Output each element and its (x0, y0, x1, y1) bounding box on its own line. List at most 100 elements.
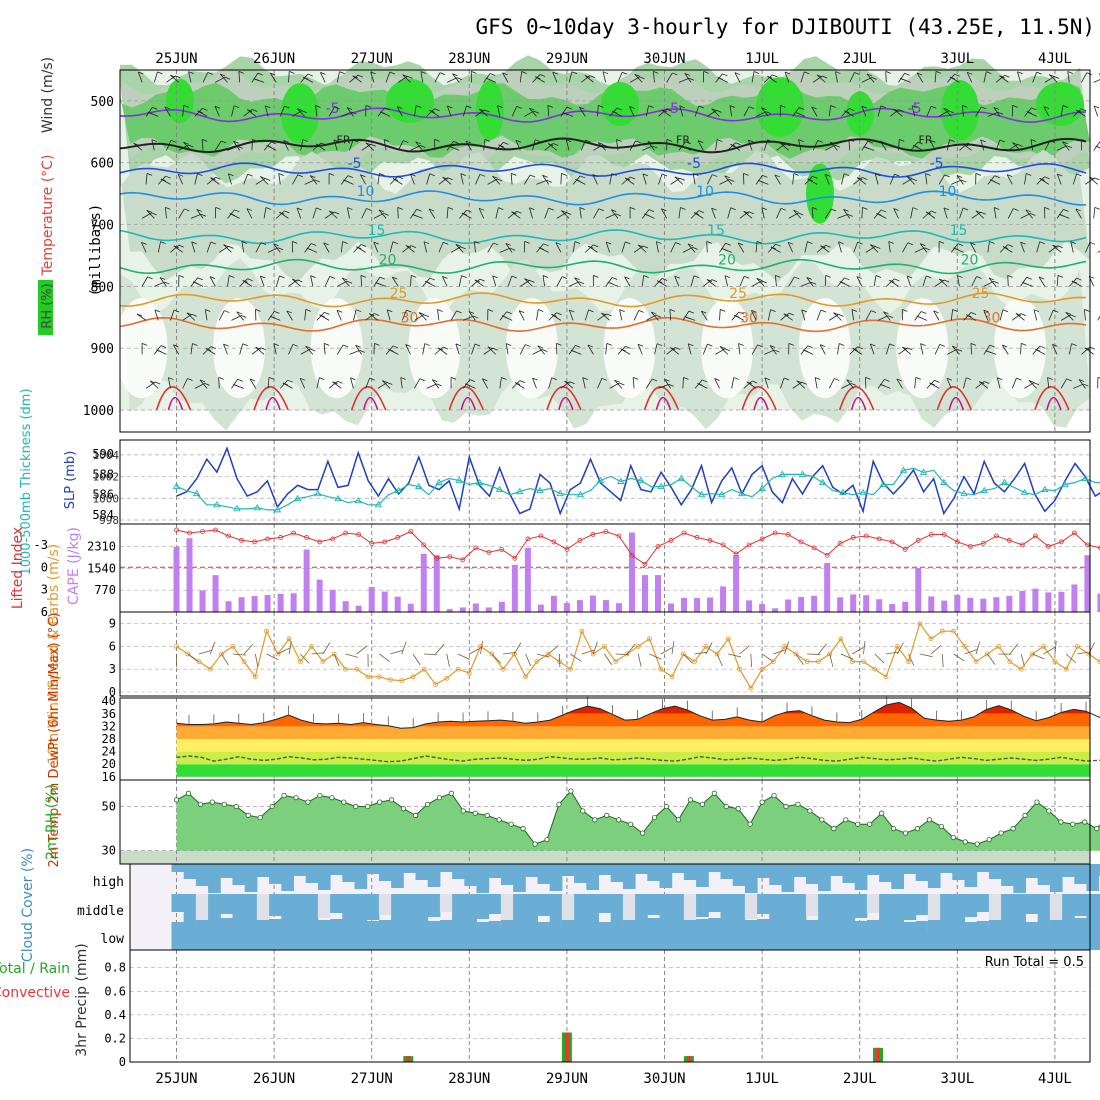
wind-barb (922, 210, 932, 219)
wind-barb-10m (345, 653, 359, 658)
wind-barb-flag (342, 241, 348, 244)
wind-barb (186, 312, 196, 321)
rh-point (735, 806, 741, 812)
temp-tick: 24 (102, 745, 116, 759)
wind-barb (1006, 174, 1013, 185)
wind-barb-flag (767, 139, 773, 143)
wind-barb (776, 208, 782, 219)
wind-barb-flag (233, 140, 239, 144)
wind-barb (141, 242, 147, 253)
wind-barb (255, 242, 262, 253)
pressure-tick-label: 600 (91, 157, 114, 172)
wind-barb-flag (863, 146, 869, 149)
wind-barb-flag (806, 276, 812, 280)
rh-point (663, 803, 670, 810)
wind-barb (324, 276, 331, 287)
wind-barb (405, 344, 411, 355)
cloud-middle (842, 894, 856, 923)
wind-barb-flag (857, 177, 863, 180)
wind-barb-flag (205, 309, 211, 312)
wind-barb-flag (651, 378, 658, 382)
wind-barb-flag (215, 206, 221, 210)
wind-barb-flag (186, 312, 192, 316)
wind-barb-flag (1057, 173, 1063, 177)
wind-barb-flag (1012, 142, 1018, 146)
rh-point (759, 799, 765, 805)
wind-barb (259, 275, 265, 287)
wind-speed-point (996, 644, 1001, 649)
wind-barb-flag (359, 350, 365, 353)
cloud-high (439, 864, 453, 872)
wind-barb-flag (542, 174, 548, 178)
wind-barb-flag (857, 346, 863, 350)
cloud-middle (622, 894, 636, 925)
date-label-bottom: 27JUN (351, 1071, 393, 1087)
cloud-high (1062, 864, 1075, 877)
wind-barb-flag (529, 207, 535, 211)
wind-barb-flag (1078, 379, 1085, 382)
cloud-high (537, 864, 551, 884)
cloud-high (952, 864, 965, 880)
wind-barb (246, 208, 253, 219)
wind-barb-flag (1076, 173, 1082, 177)
thickness-point (495, 485, 504, 493)
rh-band-mid (120, 149, 1090, 283)
thickness-point (596, 476, 605, 483)
wind-barb-flag (238, 71, 245, 74)
rh-point (855, 821, 861, 827)
wind-barb-flag (1089, 241, 1096, 245)
wind-barb (898, 73, 905, 83)
wind-barb (719, 179, 730, 185)
wind-barb-flag (503, 141, 509, 145)
wind-barb (304, 179, 315, 185)
wind-barb-flag (534, 139, 541, 143)
cloud-high (330, 864, 343, 875)
wind-barb (475, 174, 481, 185)
lifted-index-point (395, 535, 401, 540)
wind-barb-flag (648, 105, 654, 108)
wind-barb (206, 176, 216, 185)
wind-barb (833, 312, 842, 321)
precip-convective-bar (686, 1056, 691, 1062)
wind-barb-flag (379, 276, 386, 280)
cloud-middle (354, 894, 368, 925)
wind-barb-flag (856, 276, 863, 279)
cloud-middle (793, 894, 807, 921)
wind-barb (219, 246, 229, 253)
wind-barb-flag (1066, 378, 1072, 382)
wind-barb (801, 309, 806, 321)
wind-barb-flag (925, 173, 931, 176)
wind-barb (811, 106, 818, 117)
wind-barb (605, 277, 613, 287)
wind-barb-flag (365, 142, 371, 146)
wind-barb (684, 73, 692, 83)
wind-speed-line (176, 622, 1100, 690)
wind-barb-flag (214, 105, 221, 109)
wind-barb-flag (697, 382, 703, 386)
temp-contour-40 (460, 396, 477, 411)
wind-barb-10m (221, 653, 229, 666)
wind-barb (763, 139, 768, 151)
cloud-middle (598, 894, 612, 913)
wind-barb (304, 309, 307, 321)
rh-point (257, 814, 263, 821)
wind-barb-flag (292, 278, 298, 282)
cloud-low (1025, 922, 1039, 950)
wind-barb-flag (648, 209, 655, 212)
cloud-middle (488, 894, 502, 914)
wind-speed-point (388, 677, 393, 683)
wind-barb-flag (442, 346, 449, 350)
wind-barb-flag (511, 211, 517, 215)
cloud-middle (208, 894, 221, 919)
wind-barb-10m (277, 647, 290, 655)
wind-barb-flag (693, 173, 699, 176)
wind-barb (315, 143, 326, 151)
wind-speed-point (1086, 651, 1092, 657)
wind-barb-flag (400, 377, 406, 380)
wind-barb-flag (935, 71, 942, 74)
date-label-top: 29JUN (546, 51, 588, 67)
wind-barb (438, 242, 444, 253)
wind-barb-flag (242, 343, 248, 347)
cloud-high (903, 864, 917, 874)
cloud-low (488, 921, 502, 950)
